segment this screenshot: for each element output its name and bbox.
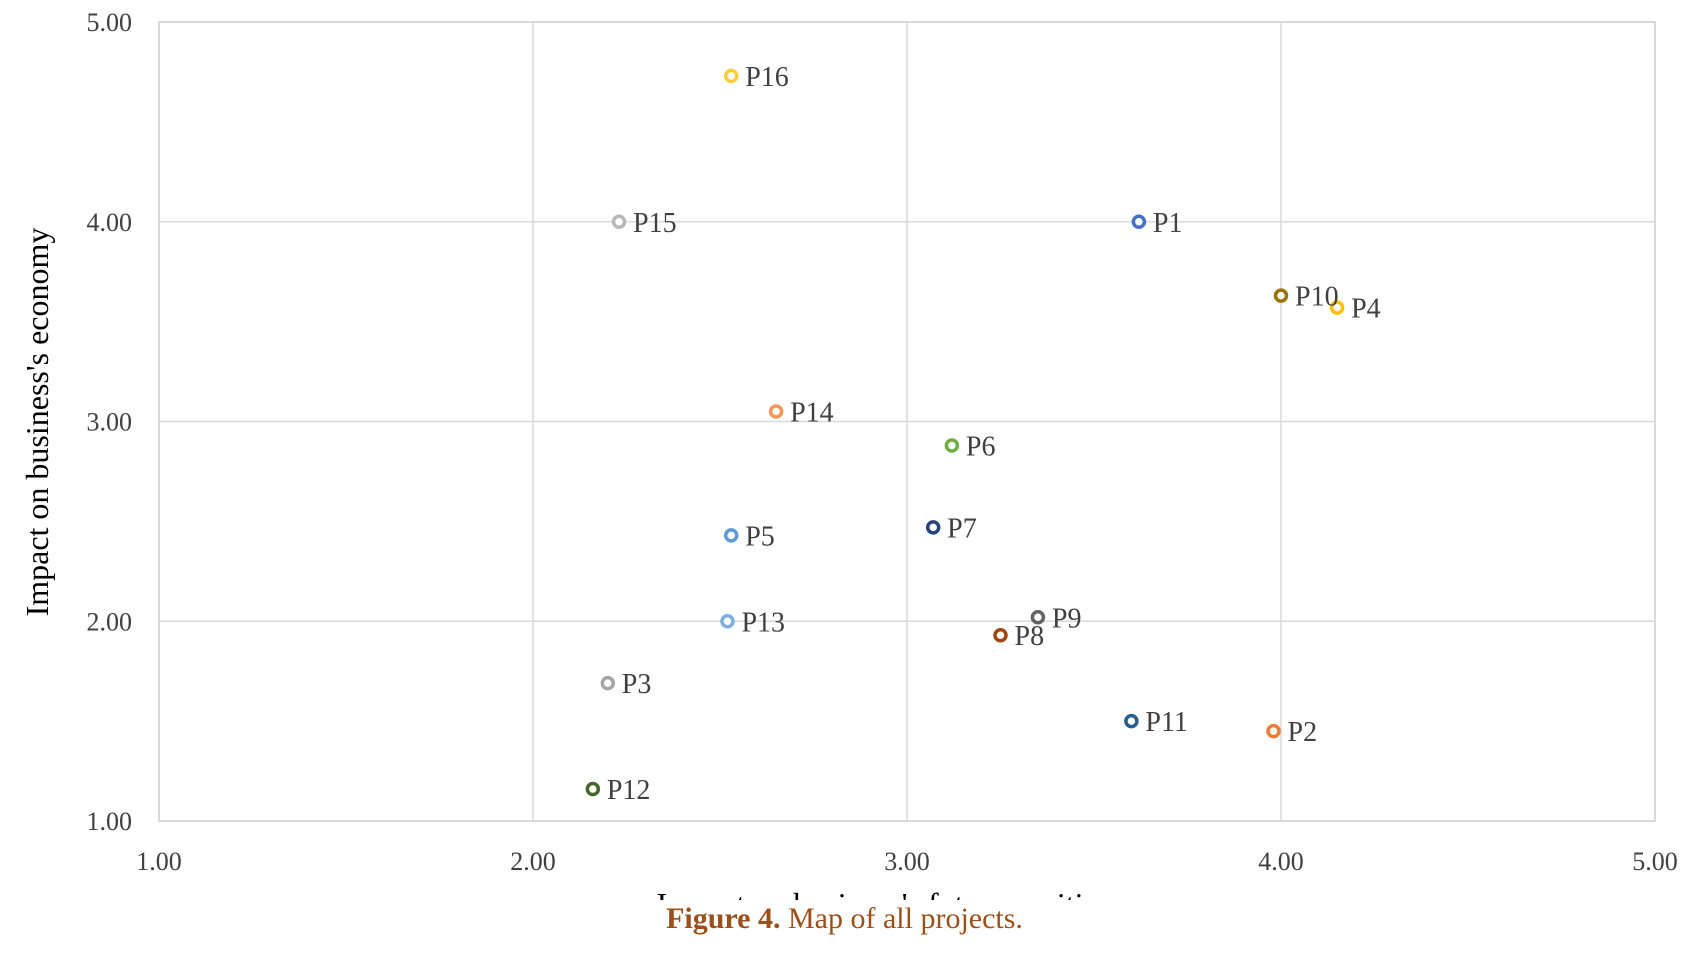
data-label-p4: P4 [1351,294,1381,325]
x-tick-label: 3.00 [884,847,930,876]
scatter-chart: 1.00 2.00 3.00 4.00 5.00 1.00 2.00 3.00 4.00 5.0… [19,8,1678,900]
data-label-p10: P10 [1295,282,1339,313]
x-tick-label: 4.00 [1258,847,1304,876]
y-axis-ticks: 1.00 2.00 3.00 4.00 5.00 [87,8,133,836]
data-point-p13 [720,614,735,629]
data-label-p9: P9 [1052,603,1082,634]
x-tick-label: 1.00 [136,847,182,876]
data-point-p5 [723,528,739,543]
data-point-p4 [1329,300,1345,315]
grid-lines [158,21,1656,822]
x-tick-label: 5.00 [1632,847,1678,876]
data-point-p12 [585,781,601,797]
data-label-p12: P12 [607,775,651,806]
y-tick-label: 5.00 [87,8,133,37]
data-point-p15 [611,214,627,229]
data-point-p16 [723,68,739,84]
y-tick-label: 2.00 [87,607,133,636]
figure-number: Figure 4. [666,902,781,935]
x-tick-label: 2.00 [510,847,556,876]
data-point-p8 [993,627,1008,643]
data-point-p11 [1124,713,1139,729]
y-tick-label: 4.00 [87,208,133,237]
data-label-p1: P1 [1153,208,1183,239]
data-label-p3: P3 [622,669,652,700]
data-label-p15: P15 [633,208,677,239]
data-label-p16: P16 [745,62,789,93]
data-label-p7: P7 [947,513,977,544]
data-label-p14: P14 [790,398,834,429]
plot-area-border [158,21,1656,822]
data-label-p13: P13 [741,607,785,638]
data-label-p11: P11 [1145,707,1188,738]
x-axis-title: Impact on business's future position [656,886,1115,900]
data-label-p8: P8 [1015,621,1045,652]
data-label-p6: P6 [966,431,996,462]
x-axis-ticks: 1.00 2.00 3.00 4.00 5.00 [136,847,1678,876]
y-axis-title: Impact on business's economy [19,228,55,617]
data-point-p2 [1266,723,1281,739]
data-point-p3 [600,675,616,691]
data-point-p9 [1030,610,1046,625]
data-label-p5: P5 [745,521,775,552]
data-point-p1 [1131,214,1147,229]
data-point-p10 [1273,288,1289,303]
data-point-p7 [925,520,941,535]
figure-caption: Figure 4. Map of all projects. [0,902,1689,936]
data-label-p2: P2 [1288,717,1318,748]
data-point-p6 [944,438,960,453]
data-point-p14 [768,404,784,419]
y-tick-label: 1.00 [87,807,133,836]
figure-caption-text: Map of all projects. [780,902,1023,935]
y-tick-label: 3.00 [87,408,133,437]
